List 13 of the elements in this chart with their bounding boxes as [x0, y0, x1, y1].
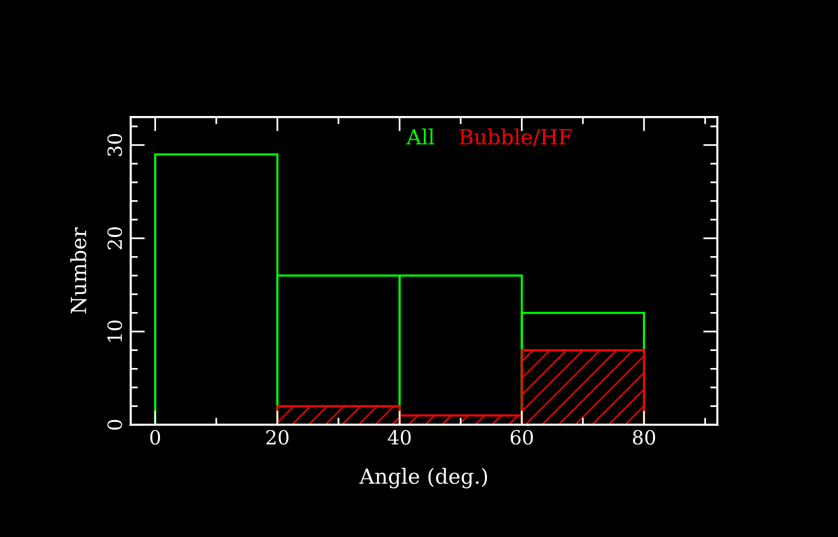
x-tick-label: 20: [266, 430, 288, 445]
y-axis-title: Number: [70, 227, 86, 314]
x-tick-label: 0: [150, 430, 160, 445]
y-tick-label: 10: [107, 320, 122, 342]
y-tick-label: 0: [107, 420, 122, 430]
y-tick-label: 30: [107, 134, 122, 156]
text: Bubble/HF: [460, 128, 572, 146]
x-tick-label: 80: [632, 430, 656, 445]
x-tick-label: 40: [388, 430, 411, 445]
x-axis-title: Angle (deg.): [359, 468, 488, 488]
y-tick-label: 20: [107, 227, 122, 250]
x-tick-label: 60: [510, 430, 533, 445]
text: All: [406, 128, 434, 144]
